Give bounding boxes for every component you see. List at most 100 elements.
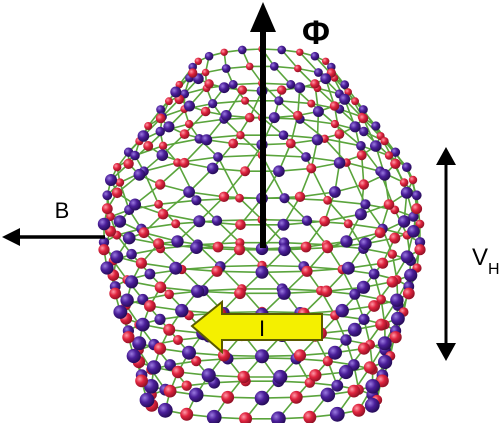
atom-purple <box>313 106 324 117</box>
atom-purple <box>321 388 336 403</box>
atom-purple <box>183 186 195 198</box>
atom-purple <box>328 346 342 360</box>
atom-purple <box>193 215 205 227</box>
atom-red <box>277 85 286 94</box>
atom-red <box>301 266 312 277</box>
bond <box>328 200 366 204</box>
atom-purple <box>398 215 410 227</box>
atom-purple <box>98 218 111 231</box>
atom-red <box>158 209 169 220</box>
atom-purple <box>123 232 136 245</box>
bond <box>163 139 199 146</box>
bond <box>217 271 262 272</box>
atom-red <box>154 200 163 209</box>
atom-red <box>293 111 303 121</box>
atom-red <box>364 361 376 373</box>
atom-red <box>219 192 229 202</box>
atom-red <box>390 159 400 169</box>
current-label: I <box>259 316 265 341</box>
atom-red <box>154 343 166 355</box>
atom-red <box>238 371 250 383</box>
atom-red <box>246 63 254 71</box>
atom-purple <box>365 379 380 394</box>
atom-purple <box>360 199 370 209</box>
atom-red <box>358 114 368 124</box>
atom-red <box>171 219 180 228</box>
atom-red <box>310 79 319 88</box>
atom-red <box>387 276 399 288</box>
atom-purple <box>126 249 137 260</box>
atom-red <box>409 176 417 184</box>
atom-red <box>294 65 302 73</box>
atom-red <box>144 300 156 312</box>
atom-red <box>330 101 340 111</box>
bond <box>220 266 262 267</box>
atom-purple <box>171 235 183 247</box>
atom-red <box>236 131 244 139</box>
atom-red <box>135 375 148 388</box>
atom-purple <box>412 190 422 200</box>
atom-red <box>411 203 422 214</box>
atom-red <box>144 122 152 130</box>
atom-purple <box>100 261 113 274</box>
atom-red <box>153 238 164 249</box>
atom-purple <box>274 96 283 105</box>
atom-red <box>351 97 359 105</box>
atom-purple <box>312 134 323 145</box>
atom-purple <box>114 215 126 227</box>
atom-red <box>155 179 165 189</box>
atom-purple <box>147 360 161 374</box>
atom-purple <box>105 174 117 186</box>
atom-red <box>204 79 213 88</box>
atom-red <box>403 288 415 300</box>
atom-red <box>228 139 238 149</box>
atom-red <box>377 258 388 269</box>
atom-red <box>344 219 353 228</box>
atom-purple <box>201 134 212 145</box>
atom-purple <box>336 304 349 317</box>
atom-purple <box>120 294 133 307</box>
atom-purple <box>229 80 238 89</box>
atom-red <box>159 142 167 150</box>
atom-red <box>295 192 305 202</box>
atom-purple <box>365 398 380 413</box>
atom-purple <box>154 314 165 325</box>
atom-purple <box>191 285 204 298</box>
atom-purple <box>329 186 341 198</box>
bond <box>285 198 328 200</box>
atom-purple <box>278 219 290 231</box>
atom-purple <box>401 187 413 199</box>
field-arrow <box>2 228 105 246</box>
atom-red <box>323 196 332 205</box>
atom-purple <box>110 250 123 263</box>
bond <box>262 155 306 157</box>
atom-red <box>385 151 393 159</box>
atom-red <box>202 69 210 77</box>
atom-purple <box>286 80 295 89</box>
atom-purple <box>404 269 417 282</box>
atom-purple <box>369 269 380 280</box>
atom-purple <box>129 199 141 211</box>
atom-purple <box>205 52 214 61</box>
atom-red <box>357 150 367 160</box>
atom-purple <box>348 323 362 337</box>
atom-red <box>235 220 246 231</box>
atom-purple <box>378 355 392 369</box>
atom-purple <box>113 305 127 319</box>
atom-red <box>139 227 150 238</box>
atom-red <box>368 300 380 312</box>
atom-red <box>245 113 255 123</box>
atom-red <box>195 58 202 65</box>
atom-red <box>307 100 315 108</box>
atom-purple <box>279 130 289 140</box>
atom-purple <box>270 62 279 71</box>
atom-purple <box>340 80 349 89</box>
atom-purple <box>222 64 231 73</box>
bond <box>262 266 304 267</box>
atom-purple <box>334 157 346 169</box>
atom-red <box>414 244 425 255</box>
atom-purple <box>407 225 420 238</box>
atom-red <box>156 114 166 124</box>
atom-purple <box>279 193 289 203</box>
atom-purple <box>356 141 366 151</box>
